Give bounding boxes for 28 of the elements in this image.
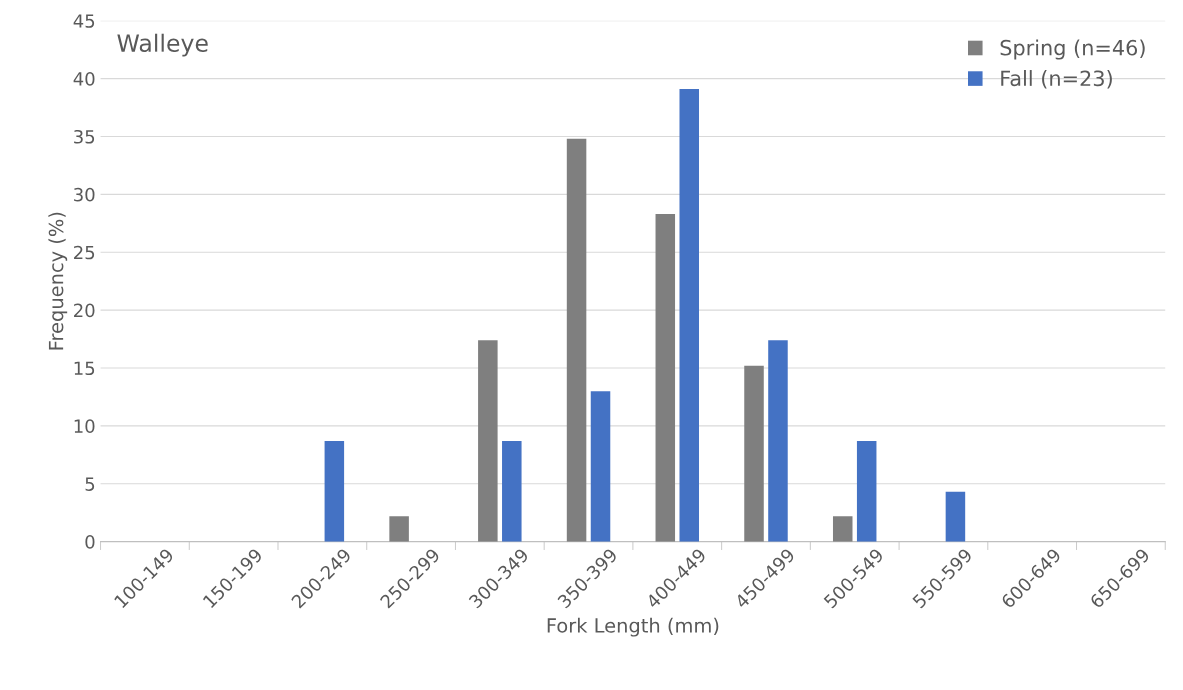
y-tick-label: 0 xyxy=(85,535,95,549)
x-axis-title: Fork Length (mm) xyxy=(547,617,719,637)
legend-label: Spring (n=46) xyxy=(1000,39,1145,60)
bar xyxy=(768,340,788,542)
bar xyxy=(324,440,345,542)
bar xyxy=(856,440,877,542)
y-tick-label: 10 xyxy=(74,419,95,433)
y-tick-label: 25 xyxy=(74,245,95,260)
y-tick-label: 20 xyxy=(74,303,95,318)
bar xyxy=(832,516,853,542)
bar xyxy=(679,89,700,542)
y-tick-label: 40 xyxy=(73,72,95,86)
bar xyxy=(655,214,676,542)
y-tick-label: 35 xyxy=(74,129,95,144)
bar xyxy=(389,516,409,542)
y-tick-label: 5 xyxy=(85,477,95,491)
y-tick-label: 45 xyxy=(73,14,95,28)
bar xyxy=(945,491,966,542)
text: Walleye xyxy=(117,33,208,57)
y-tick-label: 15 xyxy=(74,361,95,376)
bar xyxy=(566,138,587,542)
bar xyxy=(590,391,611,542)
bar xyxy=(478,340,498,542)
y-axis-title: Frequency (%) xyxy=(48,212,68,350)
bar xyxy=(744,365,764,542)
legend-label: Fall (n=23) xyxy=(1001,70,1112,89)
bar xyxy=(502,440,522,542)
y-tick-label: 30 xyxy=(74,187,95,202)
